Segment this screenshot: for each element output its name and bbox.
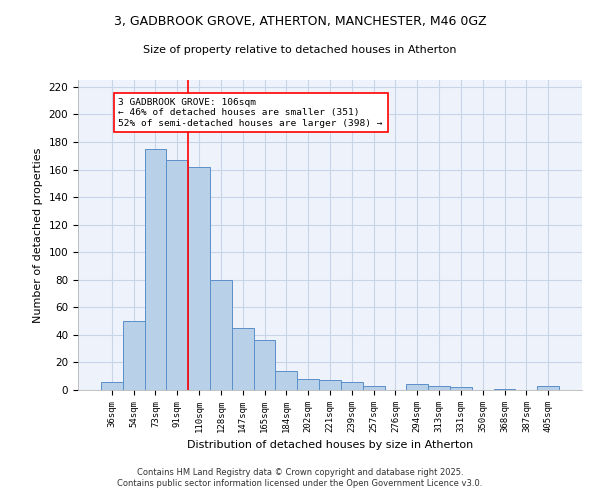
Bar — [406, 384, 428, 390]
Bar — [537, 386, 559, 390]
Text: Contains HM Land Registry data © Crown copyright and database right 2025.
Contai: Contains HM Land Registry data © Crown c… — [118, 468, 482, 487]
Bar — [254, 340, 275, 390]
Bar — [232, 328, 254, 390]
Text: 3, GADBROOK GROVE, ATHERTON, MANCHESTER, M46 0GZ: 3, GADBROOK GROVE, ATHERTON, MANCHESTER,… — [113, 15, 487, 28]
Bar — [166, 160, 188, 390]
Bar — [145, 149, 166, 390]
Bar — [297, 379, 319, 390]
Bar — [450, 387, 472, 390]
Bar — [210, 280, 232, 390]
Y-axis label: Number of detached properties: Number of detached properties — [33, 148, 43, 322]
Bar — [494, 388, 515, 390]
Bar — [363, 386, 385, 390]
Text: Size of property relative to detached houses in Atherton: Size of property relative to detached ho… — [143, 45, 457, 55]
Bar — [428, 386, 450, 390]
Text: 3 GADBROOK GROVE: 106sqm
← 46% of detached houses are smaller (351)
52% of semi-: 3 GADBROOK GROVE: 106sqm ← 46% of detach… — [118, 98, 383, 128]
Bar — [319, 380, 341, 390]
X-axis label: Distribution of detached houses by size in Atherton: Distribution of detached houses by size … — [187, 440, 473, 450]
Bar — [101, 382, 123, 390]
Bar — [123, 321, 145, 390]
Bar — [188, 167, 210, 390]
Bar — [341, 382, 363, 390]
Bar — [275, 370, 297, 390]
